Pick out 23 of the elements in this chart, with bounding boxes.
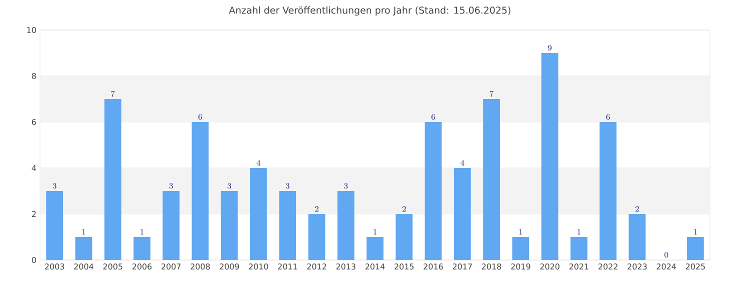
bar	[46, 191, 64, 260]
bar	[104, 98, 122, 260]
chart-title: Anzahl der Veröffentlichungen pro Jahr (Stand: 15.06.2025)	[228, 6, 510, 16]
bar	[424, 122, 442, 260]
bar	[687, 237, 704, 260]
bar	[512, 237, 530, 260]
bar	[396, 214, 413, 260]
bar	[308, 214, 326, 260]
bar	[600, 122, 617, 260]
bar	[192, 122, 209, 260]
bar	[75, 237, 92, 260]
bar	[570, 237, 588, 260]
bar	[279, 191, 296, 260]
bar	[483, 98, 500, 260]
bar	[250, 168, 267, 260]
bar	[220, 191, 238, 260]
bar	[628, 214, 646, 260]
bar	[541, 52, 558, 260]
bar	[134, 237, 150, 260]
bar	[366, 237, 384, 260]
bar	[162, 191, 180, 260]
bar	[454, 168, 471, 260]
bar	[337, 191, 354, 260]
